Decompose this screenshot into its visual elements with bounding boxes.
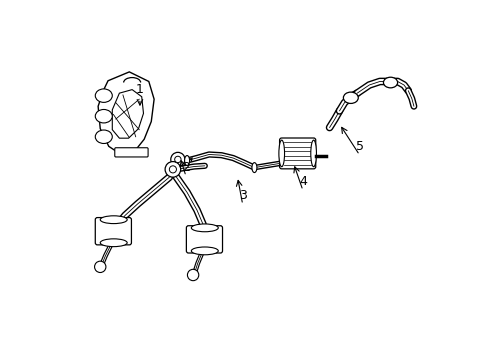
Ellipse shape: [383, 77, 397, 88]
Ellipse shape: [95, 130, 112, 144]
Polygon shape: [98, 72, 154, 153]
Ellipse shape: [191, 247, 218, 255]
FancyBboxPatch shape: [115, 148, 148, 157]
Ellipse shape: [191, 224, 218, 232]
Text: 3: 3: [238, 189, 246, 202]
Circle shape: [94, 261, 106, 273]
Ellipse shape: [278, 140, 284, 167]
Ellipse shape: [310, 140, 316, 167]
Ellipse shape: [100, 239, 127, 247]
Ellipse shape: [100, 216, 127, 224]
Circle shape: [187, 269, 198, 281]
Text: 1: 1: [136, 83, 143, 96]
Ellipse shape: [251, 163, 256, 172]
FancyBboxPatch shape: [279, 138, 315, 169]
Ellipse shape: [343, 92, 358, 103]
Circle shape: [169, 166, 176, 173]
FancyBboxPatch shape: [95, 217, 131, 245]
Ellipse shape: [95, 89, 112, 102]
Text: 4: 4: [299, 175, 306, 188]
Circle shape: [174, 156, 181, 163]
Circle shape: [165, 162, 181, 177]
Ellipse shape: [184, 156, 189, 166]
FancyBboxPatch shape: [186, 226, 222, 253]
Circle shape: [170, 152, 184, 167]
Text: 5: 5: [355, 140, 363, 153]
Ellipse shape: [95, 109, 112, 123]
Polygon shape: [112, 90, 143, 138]
Text: 2: 2: [182, 161, 189, 174]
